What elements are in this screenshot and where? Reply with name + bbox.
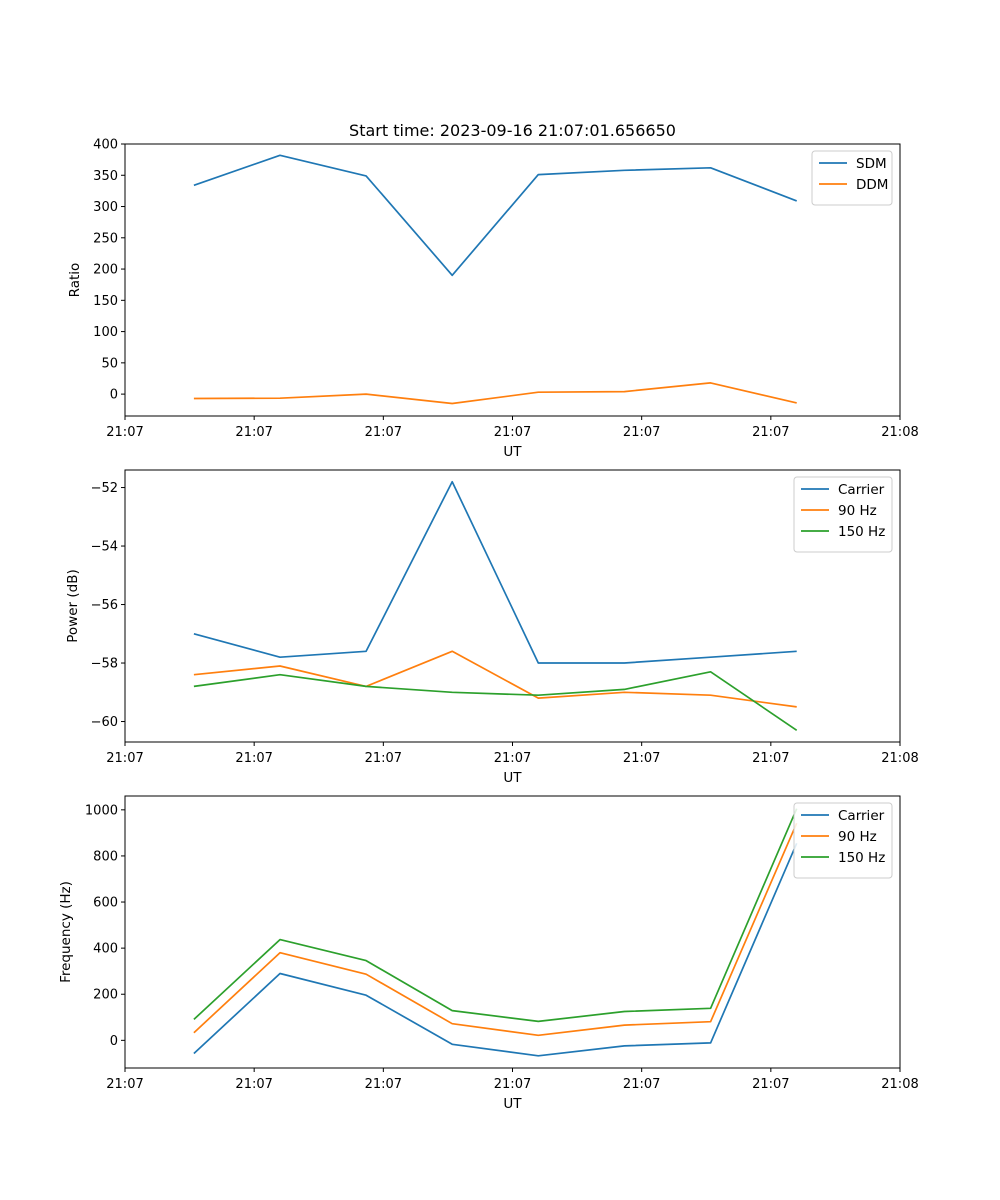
x-tick-label: 21:07	[235, 1077, 272, 1092]
y-tick-label: 1000	[85, 803, 118, 818]
y-tick-label: 0	[110, 388, 118, 403]
y-tick-label: 150	[93, 294, 118, 309]
x-tick-label: 21:07	[752, 1077, 789, 1092]
y-tick-label: −60	[91, 715, 118, 730]
legend: Carrier 90 Hz 150 Hz	[793, 476, 893, 553]
x-axis-label: UT	[503, 444, 522, 460]
x-tick-label: 21:07	[365, 425, 402, 440]
y-tick-label: 350	[93, 169, 118, 184]
y-tick-label: 600	[93, 896, 118, 911]
y-tick-label: 400	[93, 942, 118, 957]
series-line-150-hz	[193, 808, 798, 1023]
x-tick-label: 21:07	[365, 1077, 402, 1092]
legend-label: DDM	[856, 177, 888, 193]
series-line-ddm	[193, 382, 797, 405]
legend-label: 150 Hz	[838, 850, 885, 866]
legend-label: 90 Hz	[838, 503, 877, 519]
y-tick-label: 200	[93, 263, 118, 278]
series-line-sdm	[193, 154, 798, 277]
legend-label: 150 Hz	[838, 524, 885, 540]
y-axis-label: Ratio	[67, 263, 83, 298]
y-tick-label: −52	[91, 481, 118, 496]
series-line-90-hz	[193, 822, 798, 1037]
plot-area	[125, 144, 900, 416]
series-line-90-hz	[193, 650, 797, 708]
legend-box	[793, 476, 893, 553]
legend-box	[793, 802, 893, 879]
x-tick-label: 21:07	[752, 751, 789, 766]
x-tick-label: 21:07	[623, 425, 660, 440]
legend-label: Carrier	[838, 808, 885, 824]
y-tick-label: −56	[91, 598, 118, 613]
legend-label: 90 Hz	[838, 829, 877, 845]
x-tick-label: 21:08	[881, 751, 918, 766]
y-tick-label: 200	[93, 988, 118, 1003]
x-axis-label: UT	[503, 770, 522, 786]
legend: SDM DDM	[811, 150, 893, 206]
x-tick-label: 21:08	[881, 1077, 918, 1092]
series-line-carrier	[193, 842, 798, 1057]
x-tick-label: 21:07	[623, 1077, 660, 1092]
legend: Carrier 90 Hz 150 Hz	[793, 802, 893, 879]
x-tick-label: 21:07	[106, 1077, 143, 1092]
series-line-carrier	[193, 480, 797, 664]
x-axis-label: UT	[503, 1096, 522, 1112]
axes-frame	[124, 469, 901, 743]
x-tick-label: 21:08	[881, 425, 918, 440]
panel-1: 0 50 100 150 200 250 300 350 400 21:07 21:07 21:07 2…	[67, 121, 919, 460]
y-axis-label: Power (dB)	[65, 569, 81, 642]
x-tick-label: 21:07	[494, 1077, 531, 1092]
chart-title: Start time: 2023-09-16 21:07:01.656650	[349, 121, 676, 140]
axes-frame	[124, 143, 901, 417]
x-tick-label: 21:07	[235, 751, 272, 766]
y-tick-label: 0	[110, 1034, 118, 1049]
y-tick-label: 800	[93, 849, 118, 864]
x-tick-label: 21:07	[494, 751, 531, 766]
legend-label: SDM	[856, 156, 887, 172]
x-tick-label: 21:07	[106, 751, 143, 766]
x-tick-label: 21:07	[365, 751, 402, 766]
axes-frame	[124, 795, 901, 1069]
x-tick-label: 21:07	[623, 751, 660, 766]
y-tick-label: 400	[93, 138, 118, 153]
x-tick-label: 21:07	[235, 425, 272, 440]
series-line-150-hz	[193, 670, 798, 732]
legend-box	[811, 150, 893, 206]
y-tick-label: 300	[93, 200, 118, 215]
x-tick-label: 21:07	[494, 425, 531, 440]
y-axis-label: Frequency (Hz)	[58, 881, 74, 983]
panels: 0 50 100 150 200 250 300 350 400 21:07 21:07 21:07 2…	[58, 121, 919, 1112]
plot-area	[125, 470, 900, 742]
y-tick-label: 50	[101, 356, 118, 371]
y-tick-label: 100	[93, 325, 118, 340]
legend-label: Carrier	[838, 482, 885, 498]
y-tick-label: −54	[91, 540, 118, 555]
x-tick-label: 21:07	[106, 425, 143, 440]
panel-2: −60 −58 −56 −54 −52 21:07 21:07 21:07 21:07 21:07…	[65, 469, 919, 786]
y-tick-label: 250	[93, 231, 118, 246]
panel-3: 0 200 400 600 800 1000 21:07 21:07 21:07 21:07 21:…	[58, 795, 919, 1112]
x-tick-label: 21:07	[752, 425, 789, 440]
plot-area	[125, 796, 900, 1068]
y-tick-label: −58	[91, 657, 118, 672]
